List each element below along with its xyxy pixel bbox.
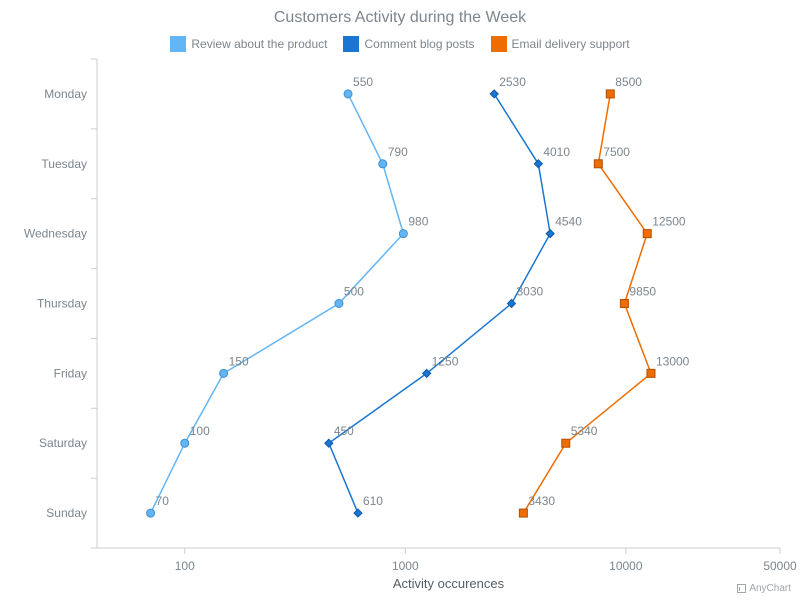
x-axis-title: Activity occurences: [393, 576, 505, 591]
legend-item-review[interactable]: Review about the product: [170, 36, 327, 52]
data-point-review-tuesday: [378, 159, 388, 169]
data-point-review-sunday: [146, 508, 156, 518]
legend-label-comment: Comment blog posts: [364, 37, 475, 51]
data-label-email-tuesday: 7500: [603, 145, 630, 159]
y-tick-label-tuesday: Tuesday: [41, 157, 87, 171]
series-line-review: [149, 93, 405, 514]
y-tick-label-wednesday: Wednesday: [24, 227, 87, 241]
legend-label-email: Email delivery support: [511, 37, 630, 51]
anychart-logo-icon: [737, 584, 747, 593]
data-label-comment-saturday: 450: [334, 424, 354, 438]
legend-swatch-comment: [343, 36, 360, 52]
data-point-comment-tuesday: [533, 159, 544, 169]
data-label-review-monday: 550: [353, 75, 373, 89]
data-label-email-monday: 8500: [615, 75, 642, 89]
y-tick-label-monday: Monday: [44, 87, 87, 101]
data-point-review-thursday: [334, 299, 344, 308]
data-label-review-friday: 150: [229, 354, 249, 368]
credits-label: AnyChart: [749, 583, 791, 594]
data-point-email-monday: [605, 89, 615, 99]
data-label-comment-tuesday: 4010: [543, 145, 570, 159]
chart-title: Customers Activity during the Week: [273, 9, 527, 26]
data-point-review-friday: [219, 368, 229, 378]
data-point-comment-wednesday: [545, 228, 555, 239]
data-point-review-monday: [343, 89, 353, 99]
data-label-review-saturday: 100: [190, 424, 210, 438]
data-point-comment-friday: [421, 368, 432, 379]
data-point-email-sunday: [518, 508, 528, 518]
data-label-comment-wednesday: 4540: [555, 215, 582, 229]
legend: Review about the product Comment blog po…: [0, 36, 800, 52]
data-point-comment-sunday: [353, 508, 363, 518]
x-tick-label-1000: 1000: [392, 559, 419, 573]
legend-item-email[interactable]: Email delivery support: [490, 36, 630, 52]
series-line-comment: [327, 93, 551, 514]
data-point-comment-saturday: [324, 438, 334, 448]
x-tick-label-50000: 50000: [763, 559, 797, 573]
data-label-email-sunday: 3430: [528, 494, 555, 508]
data-label-review-wednesday: 980: [408, 215, 428, 229]
data-point-review-saturday: [180, 438, 190, 448]
y-tick-label-thursday: Thursday: [37, 297, 87, 311]
legend-label-review: Review about the product: [191, 37, 328, 51]
data-label-email-saturday: 5340: [571, 424, 598, 438]
data-point-comment-thursday: [506, 298, 517, 309]
credits[interactable]: AnyChart: [737, 583, 791, 594]
data-point-email-saturday: [561, 438, 571, 448]
data-point-email-tuesday: [593, 159, 603, 169]
data-point-email-wednesday: [642, 229, 652, 239]
x-tick-label-100: 100: [175, 559, 195, 573]
data-label-comment-sunday: 610: [363, 494, 383, 508]
legend-swatch-review: [170, 36, 187, 52]
data-point-email-thursday: [619, 299, 629, 308]
legend-item-comment[interactable]: Comment blog posts: [343, 36, 475, 52]
y-tick-label-friday: Friday: [54, 366, 87, 380]
data-point-comment-monday: [489, 89, 499, 99]
data-label-comment-thursday: 3030: [516, 285, 543, 299]
y-tick-label-sunday: Sunday: [46, 506, 87, 520]
data-label-review-thursday: 500: [344, 285, 364, 299]
data-label-review-sunday: 70: [156, 494, 170, 508]
data-label-email-thursday: 9850: [629, 285, 656, 299]
data-point-email-friday: [646, 368, 656, 378]
x-tick-label-10000: 10000: [609, 559, 643, 573]
data-label-email-wednesday: 12500: [652, 215, 686, 229]
data-label-email-friday: 13000: [656, 354, 690, 368]
data-label-comment-friday: 1250: [432, 354, 459, 368]
data-point-review-wednesday: [398, 229, 408, 239]
data-label-comment-monday: 2530: [499, 75, 526, 89]
legend-swatch-email: [490, 36, 507, 52]
data-label-review-tuesday: 790: [388, 145, 408, 159]
y-tick-label-saturday: Saturday: [39, 436, 87, 450]
